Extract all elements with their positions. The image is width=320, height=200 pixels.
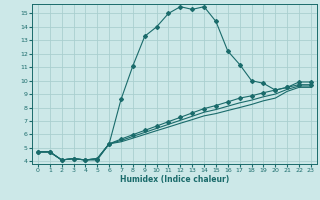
X-axis label: Humidex (Indice chaleur): Humidex (Indice chaleur) bbox=[120, 175, 229, 184]
